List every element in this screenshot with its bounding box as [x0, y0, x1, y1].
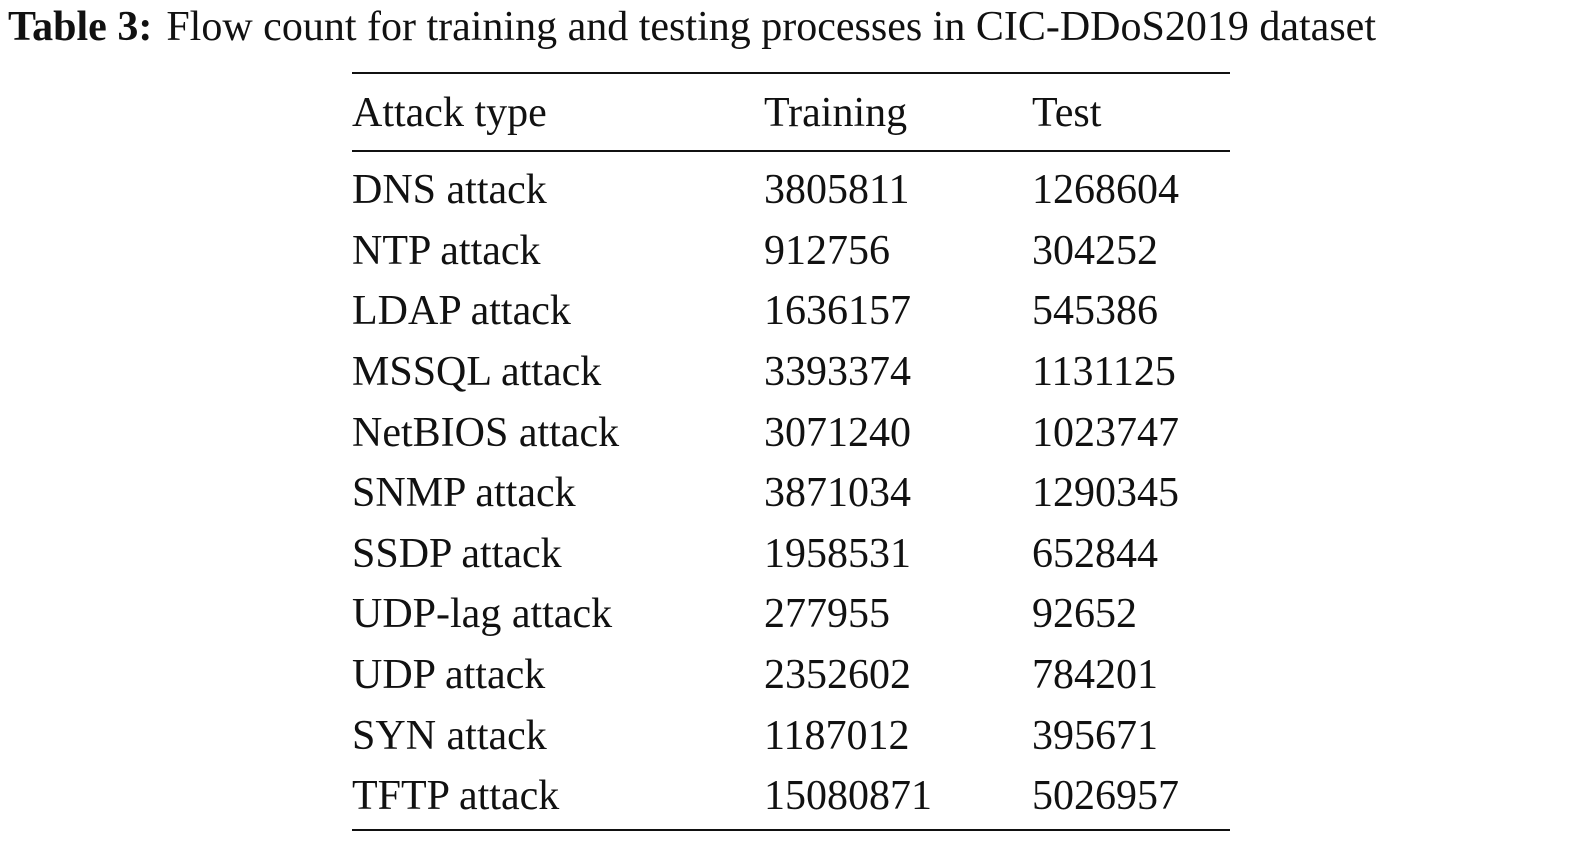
- table-row: MSSQL attack 3393374 1131125: [352, 342, 1230, 403]
- attack-type-cell: NetBIOS attack: [352, 409, 620, 456]
- training-count-cell: 1958531: [764, 530, 911, 577]
- flow-count-table-container: Attack type Training Test DNS attack 380…: [352, 72, 1230, 831]
- attack-type-cell: UDP attack: [352, 652, 546, 699]
- test-count-cell: 304252: [1032, 227, 1158, 274]
- table-row: SNMP attack 3871034 1290345: [352, 463, 1230, 524]
- attack-type-cell: SYN attack: [352, 712, 547, 759]
- training-count-cell: 1636157: [764, 288, 911, 335]
- table-row: UDP-lag attack 277955 92652: [352, 584, 1230, 645]
- column-header-test: Test: [1032, 90, 1102, 136]
- training-count-cell: 3805811: [764, 167, 910, 214]
- test-count-cell: 1023747: [1032, 409, 1179, 456]
- test-count-cell: 5026957: [1032, 773, 1179, 820]
- training-count-cell: 3071240: [764, 409, 911, 456]
- table-row: TFTP attack 15080871 5026957: [352, 766, 1230, 830]
- caption-label: Table 3:: [8, 4, 153, 50]
- column-header-attack-type: Attack type: [352, 90, 547, 136]
- caption-text: Flow count for training and testing proc…: [166, 4, 1376, 50]
- table-row: NTP attack 912756 304252: [352, 221, 1230, 282]
- table-caption: Table 3: Flow count for training and test…: [8, 2, 1578, 52]
- attack-type-cell: DNS attack: [352, 167, 547, 214]
- attack-type-cell: MSSQL attack: [352, 349, 602, 396]
- training-count-cell: 3393374: [764, 349, 911, 396]
- training-count-cell: 15080871: [764, 773, 932, 820]
- attack-type-cell: TFTP attack: [352, 773, 560, 820]
- header-row: Attack type Training Test: [352, 73, 1230, 151]
- training-count-cell: 3871034: [764, 470, 911, 517]
- table-row: SSDP attack 1958531 652844: [352, 524, 1230, 585]
- table-row: NetBIOS attack 3071240 1023747: [352, 402, 1230, 463]
- attack-type-cell: SNMP attack: [352, 470, 576, 517]
- attack-type-cell: SSDP attack: [352, 530, 562, 577]
- attack-type-cell: UDP-lag attack: [352, 591, 613, 638]
- attack-type-cell: NTP attack: [352, 227, 541, 274]
- table-row: DNS attack 3805811 1268604: [352, 151, 1230, 221]
- attack-type-cell: LDAP attack: [352, 288, 571, 335]
- test-count-cell: 1290345: [1032, 470, 1179, 517]
- test-count-cell: 1131125: [1032, 349, 1176, 396]
- column-header-training: Training: [764, 90, 908, 136]
- test-count-cell: 395671: [1032, 712, 1158, 759]
- test-count-cell: 545386: [1032, 288, 1158, 335]
- table-row: LDAP attack 1636157 545386: [352, 281, 1230, 342]
- training-count-cell: 2352602: [764, 652, 911, 699]
- training-count-cell: 277955: [764, 591, 890, 638]
- test-count-cell: 92652: [1032, 591, 1137, 638]
- flow-count-table: Attack type Training Test DNS attack 380…: [352, 72, 1230, 831]
- test-count-cell: 652844: [1032, 530, 1158, 577]
- test-count-cell: 784201: [1032, 652, 1158, 699]
- table-row: SYN attack 1187012 395671: [352, 705, 1230, 766]
- training-count-cell: 912756: [764, 227, 890, 274]
- training-count-cell: 1187012: [764, 712, 910, 759]
- table-row: UDP attack 2352602 784201: [352, 645, 1230, 706]
- test-count-cell: 1268604: [1032, 167, 1179, 214]
